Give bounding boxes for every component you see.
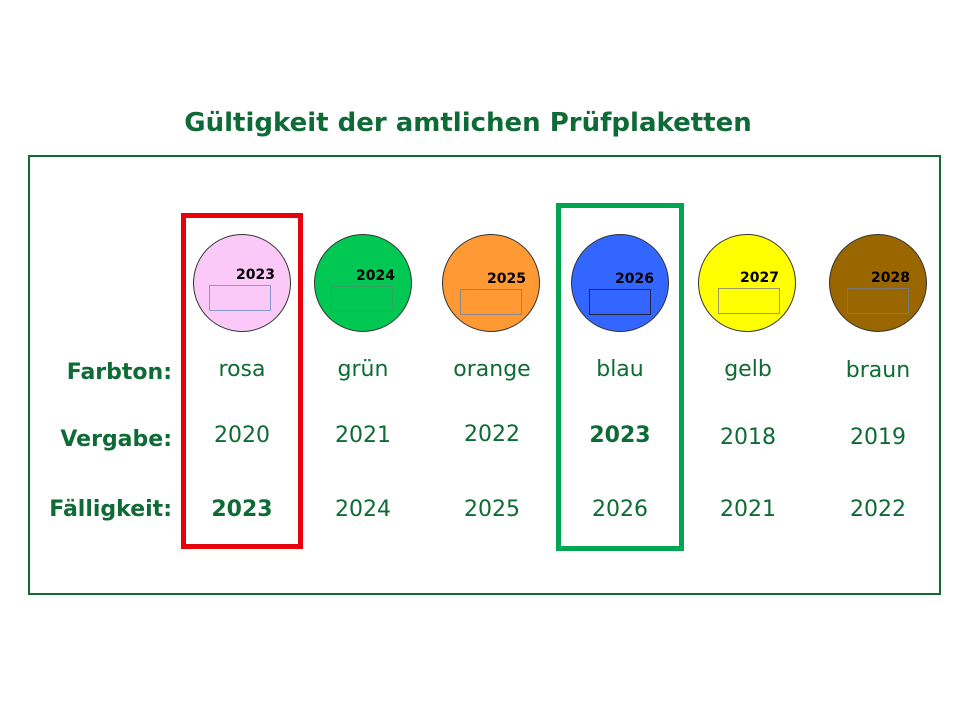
farbton-value: orange (453, 357, 531, 382)
plakette-blau (571, 234, 669, 332)
table-frame (28, 155, 941, 595)
farbton-value: gelb (724, 357, 772, 382)
faelligkeit-value: 2022 (850, 497, 906, 522)
row-label-farbton: Farbton: (66, 360, 172, 385)
plakette-year-label: 2027 (740, 270, 779, 286)
faelligkeit-value: 2026 (592, 497, 648, 522)
plakette-year-label: 2024 (356, 268, 395, 284)
plakette-year-label: 2025 (487, 271, 526, 287)
vergabe-value: 2021 (335, 423, 391, 448)
plakette-rosa (193, 234, 291, 332)
vergabe-value: 2018 (720, 425, 776, 450)
plakette-marker-box (589, 289, 651, 315)
farbton-value: braun (845, 358, 911, 383)
highlight-box-red (181, 213, 303, 549)
vergabe-value: 2023 (589, 423, 651, 448)
plakette-year-label: 2026 (615, 271, 654, 287)
faelligkeit-value: 2025 (464, 497, 520, 522)
vergabe-value: 2020 (214, 423, 270, 448)
row-label-vergabe: Vergabe: (60, 427, 172, 452)
vergabe-value: 2019 (850, 425, 906, 450)
plakette-marker-box (331, 286, 393, 312)
row-label-faelligkeit: Fälligkeit: (49, 497, 172, 522)
slide-title: Gültigkeit der amtlichen Prüfplaketten (184, 108, 752, 138)
farbton-value: grün (337, 357, 389, 382)
vergabe-value: 2022 (464, 422, 520, 447)
plakette-gruen (314, 234, 412, 332)
faelligkeit-value: 2023 (211, 497, 273, 522)
faelligkeit-value: 2021 (720, 497, 776, 522)
plakette-braun (829, 234, 927, 332)
plakette-marker-box (718, 288, 780, 314)
plakette-year-label: 2028 (871, 270, 910, 286)
plakette-marker-box (209, 285, 271, 311)
highlight-box-green (556, 203, 684, 551)
plakette-marker-box (847, 288, 909, 314)
farbton-value: rosa (218, 357, 266, 382)
faelligkeit-value: 2024 (335, 497, 391, 522)
farbton-value: blau (596, 357, 644, 382)
plakette-marker-box (460, 289, 522, 315)
plakette-year-label: 2023 (236, 267, 275, 283)
plakette-gelb (698, 234, 796, 332)
plakette-orange (442, 234, 540, 332)
